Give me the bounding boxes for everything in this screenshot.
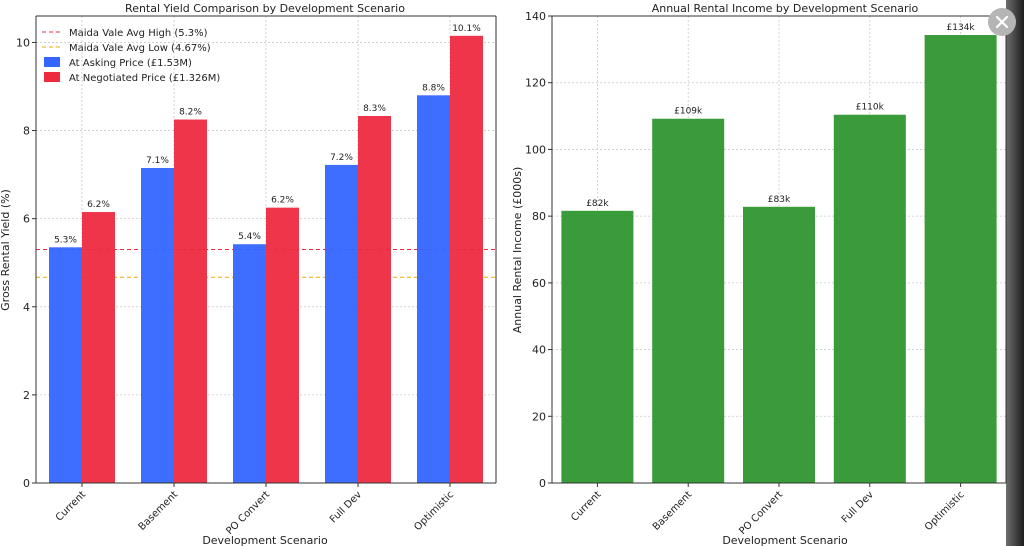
bar <box>266 207 299 483</box>
legend-patch-swatch <box>44 57 60 67</box>
y-tick-label: 80 <box>532 210 546 223</box>
x-tick-label: Full Dev <box>840 489 876 525</box>
y-tick-label: 4 <box>23 301 30 314</box>
data-label: 7.1% <box>146 156 169 166</box>
x-tick-label: Current <box>569 489 603 523</box>
x-tick-label: Optimistic <box>923 489 967 533</box>
data-label: £82k <box>586 199 609 209</box>
data-label: 10.1% <box>452 24 481 34</box>
bar <box>561 210 634 483</box>
bar <box>417 95 450 484</box>
data-label: 8.2% <box>179 108 202 118</box>
bar <box>450 35 483 483</box>
y-tick-label: 140 <box>525 10 546 23</box>
chart-title: Annual Rental Income by Development Scen… <box>652 2 919 15</box>
y-axis-label: Annual Rental Income (£000s) <box>511 167 524 334</box>
data-label: 6.2% <box>87 200 110 210</box>
window-edge <box>1006 0 1024 546</box>
close-button[interactable] <box>988 8 1016 36</box>
data-label: 7.2% <box>330 153 353 163</box>
y-tick-label: 10 <box>16 36 30 49</box>
bar <box>233 244 266 483</box>
chart-title: Rental Yield Comparison by Development S… <box>125 2 405 15</box>
legend-label: Maida Vale Avg Low (4.67%) <box>69 43 211 54</box>
data-label: 8.3% <box>363 104 386 114</box>
y-tick-label: 20 <box>532 410 546 423</box>
y-tick-label: 2 <box>23 389 30 402</box>
bar <box>49 247 82 483</box>
legend-label: Maida Vale Avg High (5.3%) <box>69 28 208 39</box>
legend-label: At Negotiated Price (£1.326M) <box>69 73 220 84</box>
bar <box>358 116 391 484</box>
y-tick-label: 0 <box>539 477 546 490</box>
bar <box>743 206 815 483</box>
y-tick-label: 0 <box>23 477 30 490</box>
bar <box>652 118 725 484</box>
data-label: 6.2% <box>271 196 294 206</box>
data-label: 8.8% <box>422 83 445 93</box>
bar <box>82 212 115 483</box>
y-tick-label: 120 <box>525 77 546 90</box>
y-tick-label: 100 <box>525 143 546 156</box>
data-label: £134k <box>947 23 976 33</box>
close-icon <box>995 15 1009 29</box>
bar <box>833 114 906 483</box>
bar <box>141 167 174 483</box>
data-label: £83k <box>768 195 791 205</box>
bar <box>174 119 207 483</box>
legend-patch-swatch <box>44 72 60 82</box>
data-label: £109k <box>674 107 703 117</box>
data-label: 5.3% <box>54 235 77 245</box>
data-label: £110k <box>856 103 885 113</box>
legend-label: At Asking Price (£1.53M) <box>69 58 192 69</box>
y-tick-label: 60 <box>532 277 546 290</box>
x-tick-label: Basement <box>651 489 695 533</box>
x-axis-label: Development Scenario <box>722 534 848 546</box>
y-tick-label: 40 <box>532 344 546 357</box>
y-tick-label: 8 <box>23 125 30 138</box>
y-axis-label: Gross Rental Yield (%) <box>0 189 12 311</box>
x-tick-label: PO Convert <box>737 489 785 537</box>
data-label: 5.4% <box>238 232 261 242</box>
bar <box>325 164 358 483</box>
x-axis-label: Development Scenario <box>202 534 328 546</box>
bar <box>924 35 997 483</box>
y-tick-label: 6 <box>23 213 30 226</box>
